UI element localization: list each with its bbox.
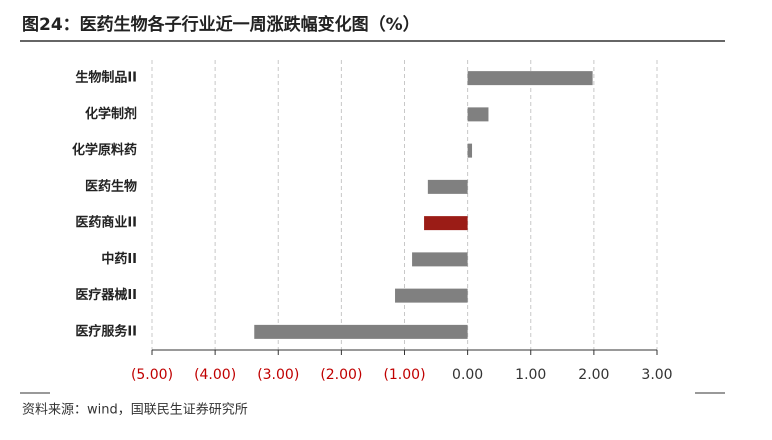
y-tick-label: 生物制品II <box>75 70 137 86</box>
x-tick-label: 3.00 <box>641 367 672 383</box>
bar <box>424 216 468 231</box>
y-tick-label: 医药商业II <box>75 215 137 231</box>
x-tick-label: (1.00) <box>383 367 425 383</box>
chart-title: 图24：医药生物各子行业近一周涨跌幅变化图（%） <box>22 14 420 35</box>
x-tick-label: (2.00) <box>320 367 362 383</box>
y-tick-label: 医疗器械II <box>75 287 137 303</box>
bar <box>395 288 468 303</box>
source-note: 资料来源：wind，国联民生证券研究所 <box>22 402 248 418</box>
bar <box>467 107 489 122</box>
bar <box>467 143 473 158</box>
x-tick-label: (5.00) <box>131 367 173 383</box>
bar <box>412 252 468 267</box>
x-tick-label: 1.00 <box>515 367 546 383</box>
y-tick-label: 医药生物 <box>85 178 137 194</box>
x-tick-label: (3.00) <box>257 367 299 383</box>
bar <box>254 324 468 339</box>
x-tick-label: (4.00) <box>194 367 236 383</box>
y-tick-label: 中药II <box>101 251 137 267</box>
y-tick-label: 化学制剂 <box>85 106 137 122</box>
bar <box>427 179 468 194</box>
y-tick-label: 医疗服务II <box>75 323 137 339</box>
x-tick-label: 2.00 <box>578 367 609 383</box>
y-tick-label: 化学原料药 <box>72 142 137 158</box>
bar <box>467 71 593 86</box>
x-tick-label: 0.00 <box>452 367 483 383</box>
